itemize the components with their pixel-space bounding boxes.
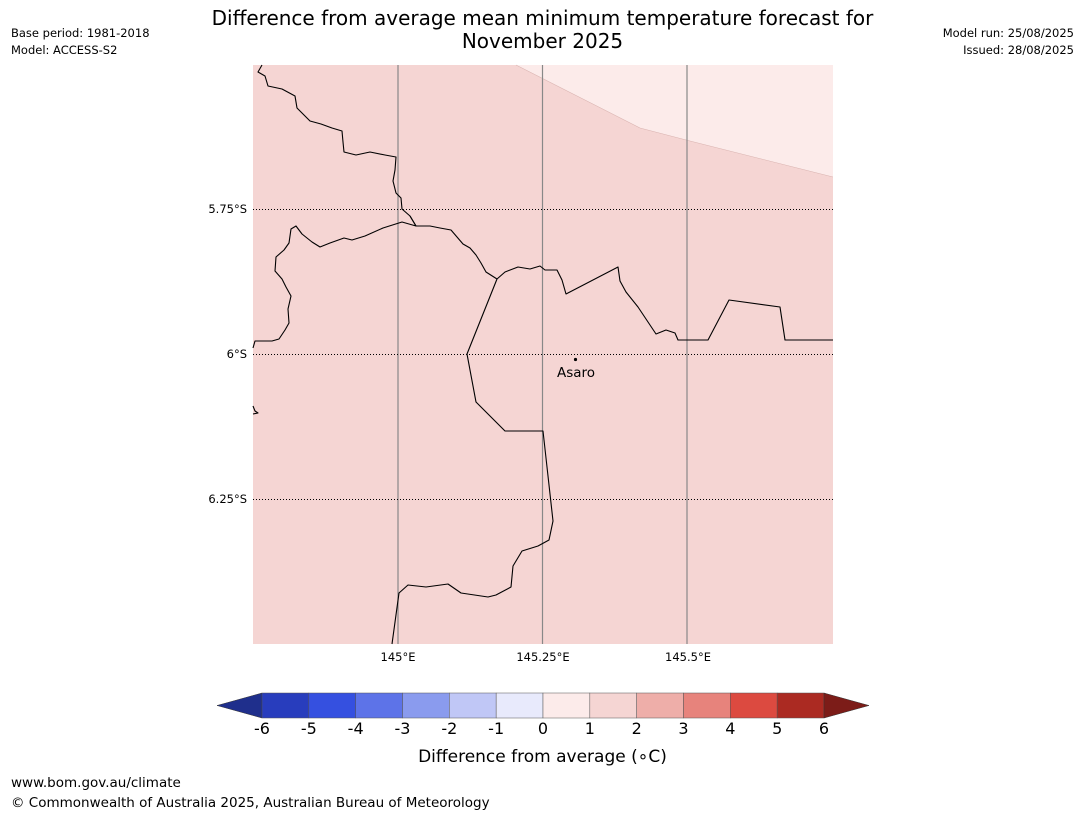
anomaly-boundary <box>515 64 834 178</box>
colorbar-tick-label: -1 <box>488 719 505 738</box>
issued-date: Issued: 28/08/2025 <box>963 43 1074 57</box>
colorbar-tick-label: 5 <box>772 719 783 738</box>
colorbar-tick-label: -2 <box>441 719 458 738</box>
lon-label-145: 145°E <box>380 650 416 664</box>
colorbar-tick-label: -4 <box>347 719 364 738</box>
lon-label-145-25: 145.25°E <box>516 650 570 664</box>
metadata-left: Base period: 1981-2018 Model: ACCESS-S2 <box>11 25 150 59</box>
colorbar-tick-label: 0 <box>537 719 549 738</box>
border-south <box>391 278 554 645</box>
title-line-1: Difference from average mean minimum tem… <box>211 6 874 30</box>
anomaly-region-light <box>516 65 833 177</box>
place-label-asaro: Asaro <box>557 365 596 381</box>
lat-label-6-25: 6.25°S <box>208 492 247 506</box>
chart-title: Difference from average mean minimum tem… <box>150 7 935 53</box>
lat-label-5-75: 5.75°S <box>208 202 247 216</box>
base-period: Base period: 1981-2018 <box>11 26 150 40</box>
colorbar-tick-label: -3 <box>394 719 411 738</box>
colorbar-tick-label: 6 <box>818 719 830 738</box>
footer-copyright: © Commonwealth of Australia 2025, Austra… <box>11 795 490 811</box>
border-north <box>252 64 417 349</box>
asaro-marker <box>573 357 578 362</box>
colorbar-tick-label: 1 <box>584 719 595 738</box>
province-borders <box>252 64 833 645</box>
footer-url[interactable]: www.bom.gov.au/climate <box>11 775 181 791</box>
colorbar-tick-label: 4 <box>725 719 736 738</box>
colorbar-tick-label: 2 <box>631 719 642 738</box>
metadata-right: Model run: 25/08/2025 Issued: 28/08/2025 <box>943 25 1074 59</box>
border-west-fragment <box>252 405 259 415</box>
title-line-2: November 2025 <box>461 29 624 53</box>
model-run: Model run: 25/08/2025 <box>942 26 1074 40</box>
colorbar-label: Difference from average (∘C) <box>418 747 667 767</box>
lon-label-145-5: 145.5°E <box>665 650 711 664</box>
colorbar-tick-label: -6 <box>254 719 270 738</box>
colorbar-tick-label: 3 <box>678 719 689 738</box>
colorbar-tick-label: -5 <box>300 719 317 738</box>
border-central <box>409 215 833 341</box>
lat-label-6: 6°S <box>226 347 247 361</box>
model-name: Model: ACCESS-S2 <box>11 43 118 57</box>
